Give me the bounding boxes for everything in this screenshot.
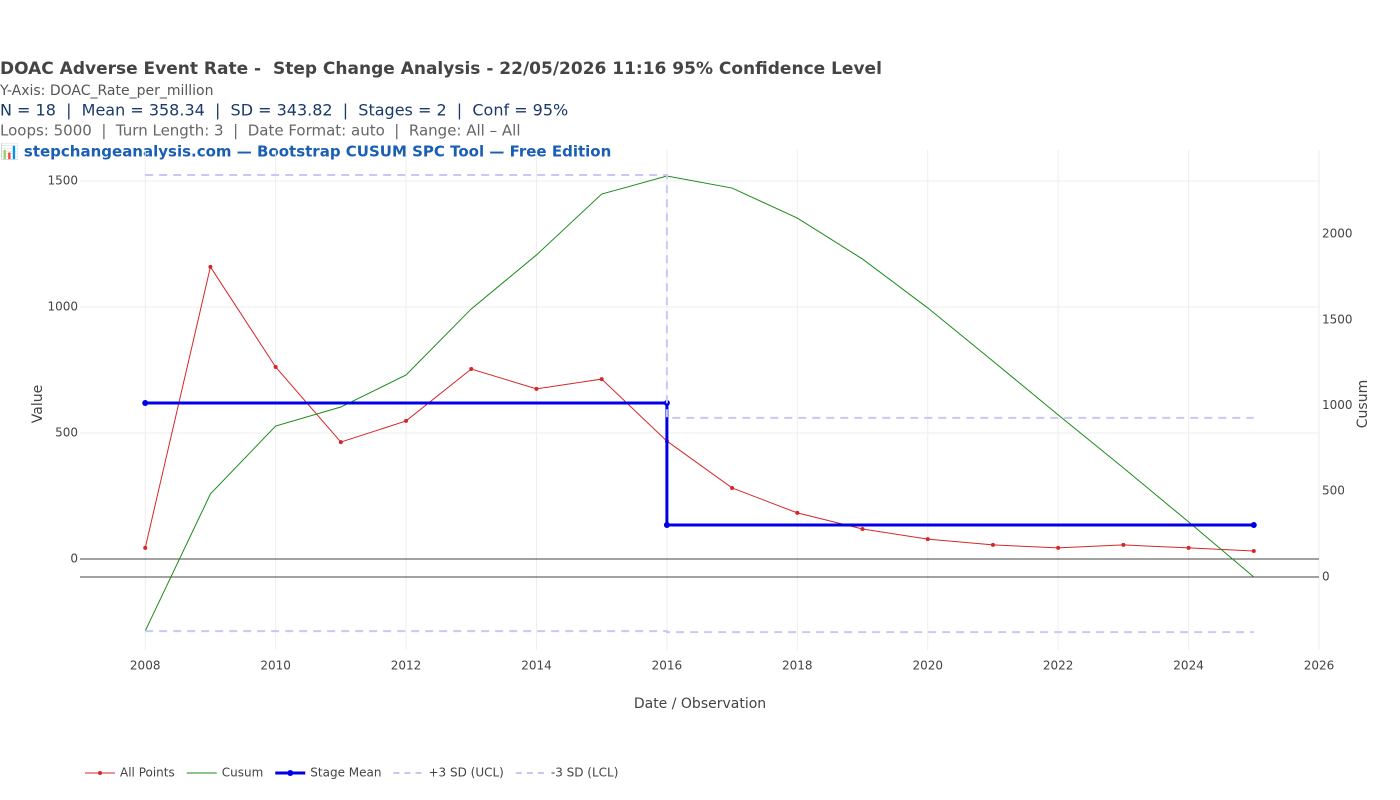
data-point bbox=[795, 510, 800, 515]
data-point bbox=[404, 418, 409, 423]
subtitle: N = 18 | Mean = 358.34 | SD = 343.82 | S… bbox=[0, 101, 568, 120]
legend-marker bbox=[98, 771, 102, 775]
y2-tick-label: 2000 bbox=[1322, 227, 1353, 241]
data-point bbox=[208, 264, 213, 269]
data-point bbox=[1121, 542, 1126, 547]
data-point bbox=[599, 377, 604, 382]
legend-label: Stage Mean bbox=[310, 766, 381, 780]
data-point bbox=[1251, 548, 1256, 553]
x-tick-label: 2008 bbox=[130, 659, 161, 673]
legend-label: All Points bbox=[120, 766, 175, 780]
data-point bbox=[534, 386, 539, 391]
x-tick-label: 2014 bbox=[521, 659, 552, 673]
y2-tick-label: 1500 bbox=[1322, 312, 1353, 326]
data-point bbox=[338, 440, 343, 445]
legend-label: +3 SD (UCL) bbox=[428, 766, 503, 780]
data-point bbox=[925, 537, 930, 542]
subtitle: 📊 stepchangeanalysis.com — Bootstrap CUS… bbox=[0, 143, 611, 161]
y2-tick-label: 0 bbox=[1322, 569, 1330, 583]
legend-label: -3 SD (LCL) bbox=[551, 766, 619, 780]
x-tick-label: 2024 bbox=[1173, 659, 1204, 673]
x-tick-label: 2022 bbox=[1043, 659, 1074, 673]
y-tick-label: 500 bbox=[55, 426, 78, 440]
data-point bbox=[860, 527, 865, 532]
data-point bbox=[990, 542, 995, 547]
x-tick-label: 2012 bbox=[391, 659, 422, 673]
chart-title: DOAC Adverse Event Rate - Step Change An… bbox=[0, 59, 882, 79]
y-axis-label: Value bbox=[30, 385, 46, 423]
data-point bbox=[143, 545, 148, 550]
legend-marker bbox=[287, 770, 294, 776]
y2-tick-label: 1000 bbox=[1322, 398, 1353, 412]
x-tick-label: 2016 bbox=[652, 659, 683, 673]
subtitle: Y-Axis: DOAC_Rate_per_million bbox=[0, 83, 214, 99]
data-point bbox=[730, 485, 735, 490]
x-axis-label: Date / Observation bbox=[634, 696, 766, 712]
y2-axis-label: Cusum bbox=[1355, 380, 1371, 428]
x-tick-label: 2026 bbox=[1304, 659, 1335, 673]
x-tick-label: 2018 bbox=[782, 659, 813, 673]
data-point bbox=[663, 522, 670, 528]
y-tick-label: 1500 bbox=[47, 173, 78, 187]
y2-tick-label: 500 bbox=[1322, 484, 1345, 498]
data-point bbox=[273, 364, 278, 369]
series-line bbox=[145, 173, 1254, 419]
legend-label: Cusum bbox=[222, 766, 264, 780]
series-line bbox=[145, 630, 1254, 634]
y-tick-label: 1000 bbox=[47, 300, 78, 314]
data-point bbox=[1056, 545, 1061, 550]
subtitle: Loops: 5000 | Turn Length: 3 | Date Form… bbox=[0, 122, 520, 140]
series-line bbox=[144, 265, 1254, 552]
data-point bbox=[1186, 545, 1191, 550]
x-tick-label: 2010 bbox=[260, 659, 291, 673]
series-line bbox=[144, 175, 1255, 632]
data-point bbox=[142, 400, 149, 407]
data-point bbox=[469, 367, 474, 372]
y-tick-label: 0 bbox=[70, 552, 78, 566]
x-tick-label: 2020 bbox=[912, 659, 943, 673]
data-point bbox=[1250, 522, 1257, 528]
series-line bbox=[145, 401, 1254, 527]
